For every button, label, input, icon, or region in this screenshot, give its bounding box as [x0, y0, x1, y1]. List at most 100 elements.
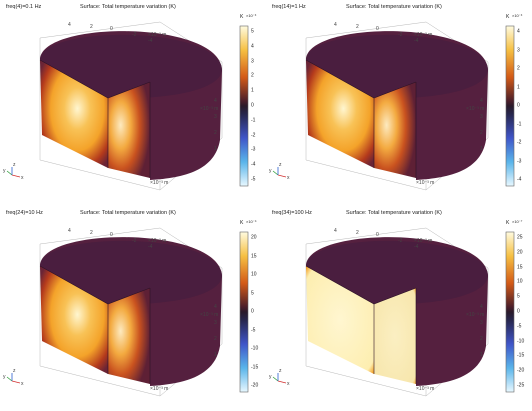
triad-label: z: [279, 368, 282, 374]
cylinder-plot: -4 -2 0 2 4 1 2 3 4 ×10⁻³ m ×10⁻³ m ×10⁻³ m y z x: [3, 227, 249, 397]
colorbar-tick-label: -5: [251, 176, 256, 183]
axis-tick: 4: [334, 22, 337, 28]
axis-tick: 2: [480, 336, 483, 342]
colorbar: [505, 231, 515, 393]
cylinder-plot: -4 -2 0 2 4 1 2 3 4 ×10⁻³ m ×10⁻³ m ×10⁻³ m y z x: [3, 21, 249, 191]
colorbar-tick-label: -1: [251, 117, 256, 124]
colorbar-tick-label: -15: [251, 364, 259, 370]
colorbar-tick-label: 15: [517, 264, 523, 271]
triad-label: x: [287, 381, 290, 387]
colorbar-unit: K: [506, 220, 510, 226]
colorbar-unit: K: [240, 220, 244, 226]
colorbar-tick-label: 1: [517, 84, 520, 90]
axis-tick: 3: [480, 114, 483, 120]
plot-panel-1: freq(4)=0.1 Hz Surface: Total temperature…: [0, 0, 266, 205]
colorbar-exponent: ×10⁻⁶: [246, 219, 257, 224]
axis-tick: 4: [68, 228, 71, 234]
axis-triad-icon: y z x: [269, 368, 290, 387]
axis-exponent: ×10⁻³ m: [200, 106, 218, 112]
cut-face-left: [306, 266, 374, 374]
colorbar-tick-label: -2: [251, 132, 256, 139]
plot-title: Surface: Total temperature variation (K): [80, 210, 176, 216]
triad-label: y: [269, 168, 272, 174]
colorbar-unit: K: [506, 14, 510, 20]
colorbar-tick-label: 4: [251, 43, 254, 50]
cylinder-plot: -4 -2 0 2 4 1 2 3 4 ×10⁻³ m ×10⁻³ m ×10⁻³ m y z x: [269, 227, 515, 397]
axis-tick: 0: [110, 232, 113, 238]
axis-tick: 2: [214, 336, 217, 342]
colorbar-ticks: 20 15 10 5 0 -5 -10 -15 -20: [251, 232, 265, 392]
colorbar-ticks: 25 20 15 10 5 0 -5 -10 -15 -20 -25: [517, 232, 531, 392]
colorbar-tick-label: 5: [251, 28, 254, 35]
colorbar-exponent: ×10⁻⁷: [512, 219, 523, 224]
colorbar-exponent: ×10⁻³: [246, 13, 257, 18]
plot-panel-2: freq(14)=1 Hz Surface: Total temperature …: [266, 0, 532, 205]
colorbar-unit: K: [240, 14, 244, 20]
triad-label: z: [13, 368, 16, 374]
cut-face-left: [40, 60, 108, 168]
colorbar-tick-label: 2: [251, 72, 254, 79]
axis-tick: 2: [90, 24, 93, 30]
axis-exponent: ×10⁻³ m: [416, 386, 434, 392]
colorbar-tick-label: 4: [517, 28, 520, 35]
colorbar: [239, 231, 249, 393]
colorbar-tick-label: 2: [517, 65, 520, 72]
axis-exponent: ×10⁻³ m: [150, 180, 168, 186]
axis-tick: 2: [356, 24, 359, 30]
axis-tick: 1: [480, 146, 483, 152]
cut-face-left: [40, 266, 108, 374]
axis-tick: 3: [214, 320, 217, 326]
axis-tick: 2: [214, 130, 217, 136]
axis-tick: 4: [480, 304, 483, 310]
colorbar-tick-label: 10: [517, 278, 523, 285]
axis-tick: -4: [148, 244, 153, 250]
colorbar-tick-label: 1: [251, 87, 254, 94]
colorbar-tick-label: -10: [251, 345, 259, 352]
axis-exponent: ×10⁻³ m: [414, 238, 432, 244]
axis-tick: 4: [480, 98, 483, 104]
colorbar-tick-label: 15: [251, 253, 257, 259]
colorbar-tick-label: 3: [517, 47, 520, 53]
axis-tick: 1: [480, 352, 483, 358]
axis-tick: 4: [214, 98, 217, 104]
axis-tick: 2: [480, 130, 483, 136]
axis-tick: 0: [376, 232, 379, 238]
colorbar-tick-label: -5: [251, 327, 256, 333]
colorbar-tick-label: 0: [251, 308, 254, 315]
frequency-label: freq(4)=0.1 Hz: [6, 4, 42, 10]
colorbar-tick-label: 20: [251, 234, 257, 241]
axis-exponent: ×10⁻³ m: [150, 386, 168, 392]
axis-tick: 2: [356, 230, 359, 236]
axis-tick: -2: [132, 32, 137, 38]
axis-tick: 4: [334, 228, 337, 234]
axis-tick: -4: [414, 38, 419, 44]
plot-title: Surface: Total temperature variation (K): [346, 4, 442, 10]
frequency-label: freq(14)=1 Hz: [272, 4, 306, 10]
axis-tick: -4: [414, 244, 419, 250]
colorbar-tick-label: -4: [251, 161, 256, 168]
axis-tick: -2: [398, 32, 403, 38]
colorbar-tick-label: -20: [251, 382, 259, 389]
triad-label: z: [13, 162, 16, 168]
colorbar-tick-label: 3: [251, 58, 254, 65]
axis-exponent: ×10⁻³ m: [414, 32, 432, 38]
colorbar-tick-label: 25: [517, 234, 523, 241]
cut-face-right: [108, 82, 150, 178]
plot-panel-4: freq(34)=100 Hz Surface: Total temperatur…: [266, 206, 532, 411]
axis-triad-icon: y z x: [3, 162, 24, 181]
colorbar-tick-label: -10: [517, 338, 525, 345]
axis-tick: 2: [90, 230, 93, 236]
colorbar-tick-label: 0: [251, 102, 254, 109]
colorbar: [505, 25, 515, 187]
colorbar-tick-label: -4: [517, 176, 522, 183]
cut-face-right: [374, 82, 416, 178]
colorbar-tick-label: 20: [517, 249, 523, 256]
axis-tick: 1: [214, 352, 217, 358]
axis-exponent: ×10⁻³ m: [148, 238, 166, 244]
colorbar-ticks: 5 4 3 2 1 0 -1 -2 -3 -4 -5: [251, 26, 265, 186]
colorbar-tick-label: -2: [517, 139, 522, 146]
colorbar-exponent: ×10⁻³: [512, 13, 523, 18]
axis-exponent: ×10⁻³ m: [466, 312, 484, 318]
axis-triad-icon: y z x: [269, 162, 290, 181]
triad-label: y: [3, 168, 6, 174]
